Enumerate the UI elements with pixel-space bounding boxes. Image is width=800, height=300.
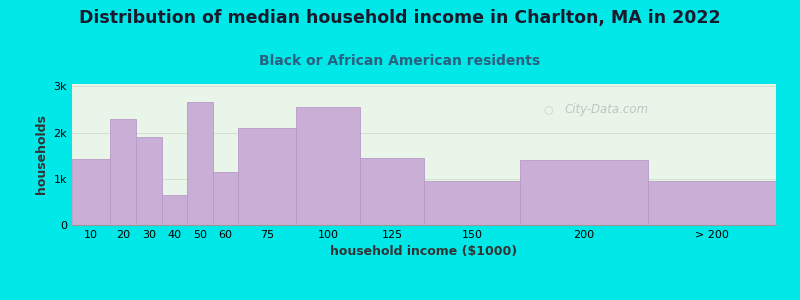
Bar: [162, 195, 187, 225]
Bar: [213, 172, 238, 225]
Text: Distribution of median household income in Charlton, MA in 2022: Distribution of median household income …: [79, 9, 721, 27]
Bar: [360, 158, 424, 225]
Bar: [520, 160, 648, 225]
Text: ○: ○: [544, 104, 554, 114]
Bar: [238, 128, 296, 225]
Y-axis label: households: households: [35, 115, 48, 194]
X-axis label: household income ($1000): household income ($1000): [330, 245, 518, 258]
Bar: [136, 137, 162, 225]
Bar: [110, 119, 136, 225]
Bar: [187, 103, 213, 225]
Bar: [424, 181, 520, 225]
Bar: [72, 159, 110, 225]
Bar: [648, 181, 776, 225]
Bar: [296, 107, 360, 225]
Text: Black or African American residents: Black or African American residents: [259, 54, 541, 68]
Text: City-Data.com: City-Data.com: [565, 103, 649, 116]
